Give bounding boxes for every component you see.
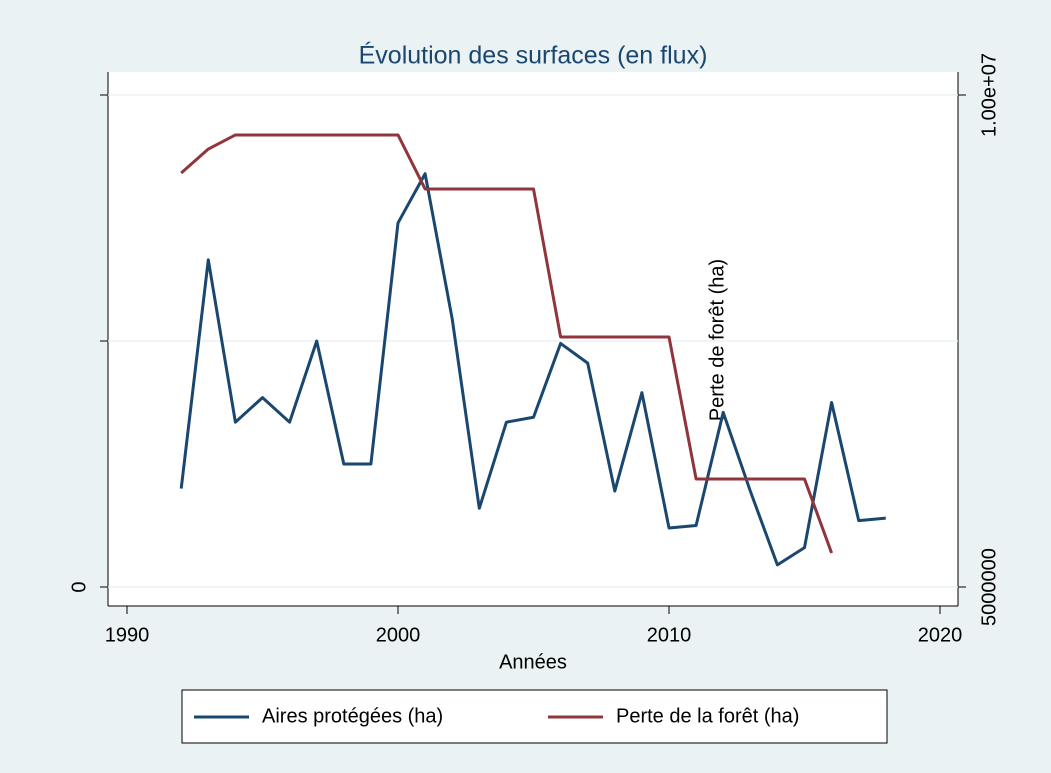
y-tick-label: 0 (68, 581, 90, 592)
legend (181, 689, 888, 744)
x-tick-label: 2020 (918, 624, 963, 646)
y2-tick-label: 1.00e+07 (978, 53, 1000, 137)
line-series (180, 133, 834, 554)
y2-axis-label: Perte de forêt (ha) (706, 259, 728, 421)
plot-area (108, 72, 958, 606)
legend-label: Aires protégées (ha) (262, 705, 443, 727)
x-tick-label: 2000 (376, 624, 421, 646)
y2-tick-label: 5000000 (978, 548, 1000, 626)
x-axis-label: Années (499, 651, 567, 673)
x-tick-label: 1990 (105, 624, 150, 646)
line-series (179, 172, 886, 567)
legend-label: Perte de la forêt (ha) (616, 705, 799, 727)
chart-title: Évolution des surfaces (en flux) (359, 41, 708, 70)
x-tick-label: 2010 (647, 624, 692, 646)
